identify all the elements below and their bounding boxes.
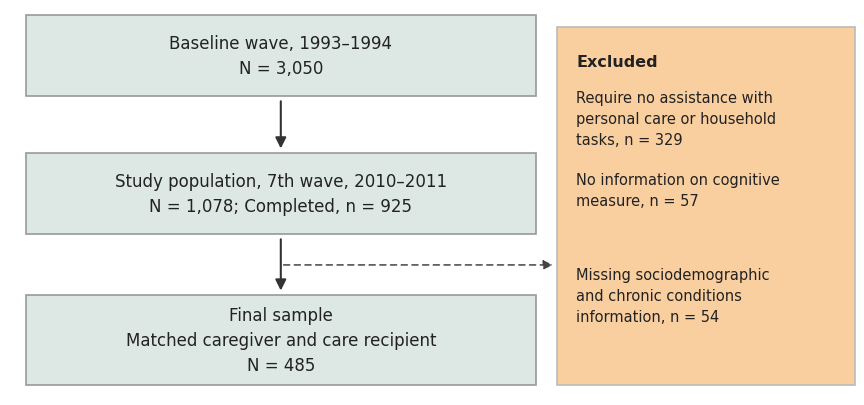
FancyBboxPatch shape [26, 296, 536, 385]
Text: Missing sociodemographic
and chronic conditions
information, n = 54: Missing sociodemographic and chronic con… [576, 267, 770, 324]
FancyBboxPatch shape [26, 16, 536, 97]
Text: Study population, 7th wave, 2010–2011
N = 1,078; Completed, n = 925: Study population, 7th wave, 2010–2011 N … [115, 173, 447, 216]
FancyBboxPatch shape [557, 28, 855, 385]
Text: Baseline wave, 1993–1994
N = 3,050: Baseline wave, 1993–1994 N = 3,050 [169, 35, 392, 78]
Text: Require no assistance with
personal care or household
tasks, n = 329: Require no assistance with personal care… [576, 91, 777, 148]
Text: Final sample
Matched caregiver and care recipient
N = 485: Final sample Matched caregiver and care … [125, 306, 436, 374]
Text: Excluded: Excluded [576, 55, 658, 70]
Text: No information on cognitive
measure, n = 57: No information on cognitive measure, n =… [576, 172, 780, 208]
FancyBboxPatch shape [26, 154, 536, 235]
